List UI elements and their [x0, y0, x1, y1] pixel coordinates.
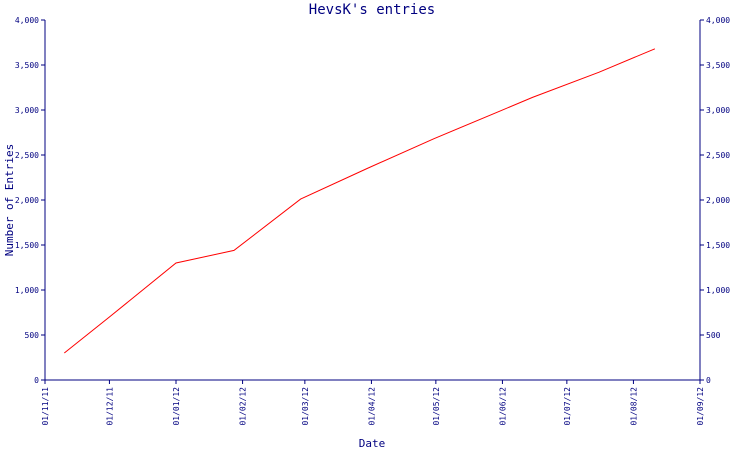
- x-tick-label: 01/02/12: [239, 387, 248, 426]
- x-tick-label: 01/06/12: [498, 387, 507, 426]
- y-tick-label-left: 3,500: [15, 61, 39, 70]
- x-tick-label: 01/08/12: [629, 387, 638, 426]
- series-line: [63, 48, 656, 354]
- y-tick-label-left: 3,000: [15, 106, 39, 115]
- y-tick-label-left: 1,500: [15, 241, 39, 250]
- y-tick-label-right: 2,500: [706, 151, 730, 160]
- y-tick-label-left: 500: [25, 331, 40, 340]
- y-tick-label-left: 4,000: [15, 16, 39, 25]
- y-tick-label-left: 0: [34, 376, 39, 385]
- y-tick-label-right: 1,000: [706, 286, 730, 295]
- x-tick-label: 01/12/11: [105, 387, 114, 426]
- y-tick-label-right: 3,500: [706, 61, 730, 70]
- x-tick-label: 01/09/12: [696, 387, 705, 426]
- x-tick-label: 01/11/11: [41, 387, 50, 426]
- x-tick-label: 01/03/12: [301, 387, 310, 426]
- y-tick-label-right: 4,000: [706, 16, 730, 25]
- x-tick-label: 01/04/12: [367, 387, 376, 426]
- x-axis-title: Date: [359, 437, 386, 450]
- y-axis-title: Number of Entries: [3, 144, 16, 257]
- x-tick-label: 01/05/12: [432, 387, 441, 426]
- y-tick-label-right: 0: [706, 376, 711, 385]
- y-tick-label-right: 500: [706, 331, 721, 340]
- y-tick-label-left: 2,000: [15, 196, 39, 205]
- y-tick-label-right: 1,500: [706, 241, 730, 250]
- x-tick-label: 01/01/12: [172, 387, 181, 426]
- y-tick-label-left: 1,000: [15, 286, 39, 295]
- x-tick-label: 01/07/12: [563, 387, 572, 426]
- y-tick-label-right: 3,000: [706, 106, 730, 115]
- plot-area: 0 0 500 500 1,000 1,000 1,500 1,500 2,000 2,000 2,…: [15, 16, 730, 426]
- y-tick-label-left: 2,500: [15, 151, 39, 160]
- chart-title: HevsK's entries: [309, 2, 435, 18]
- y-tick-label-right: 2,000: [706, 196, 730, 205]
